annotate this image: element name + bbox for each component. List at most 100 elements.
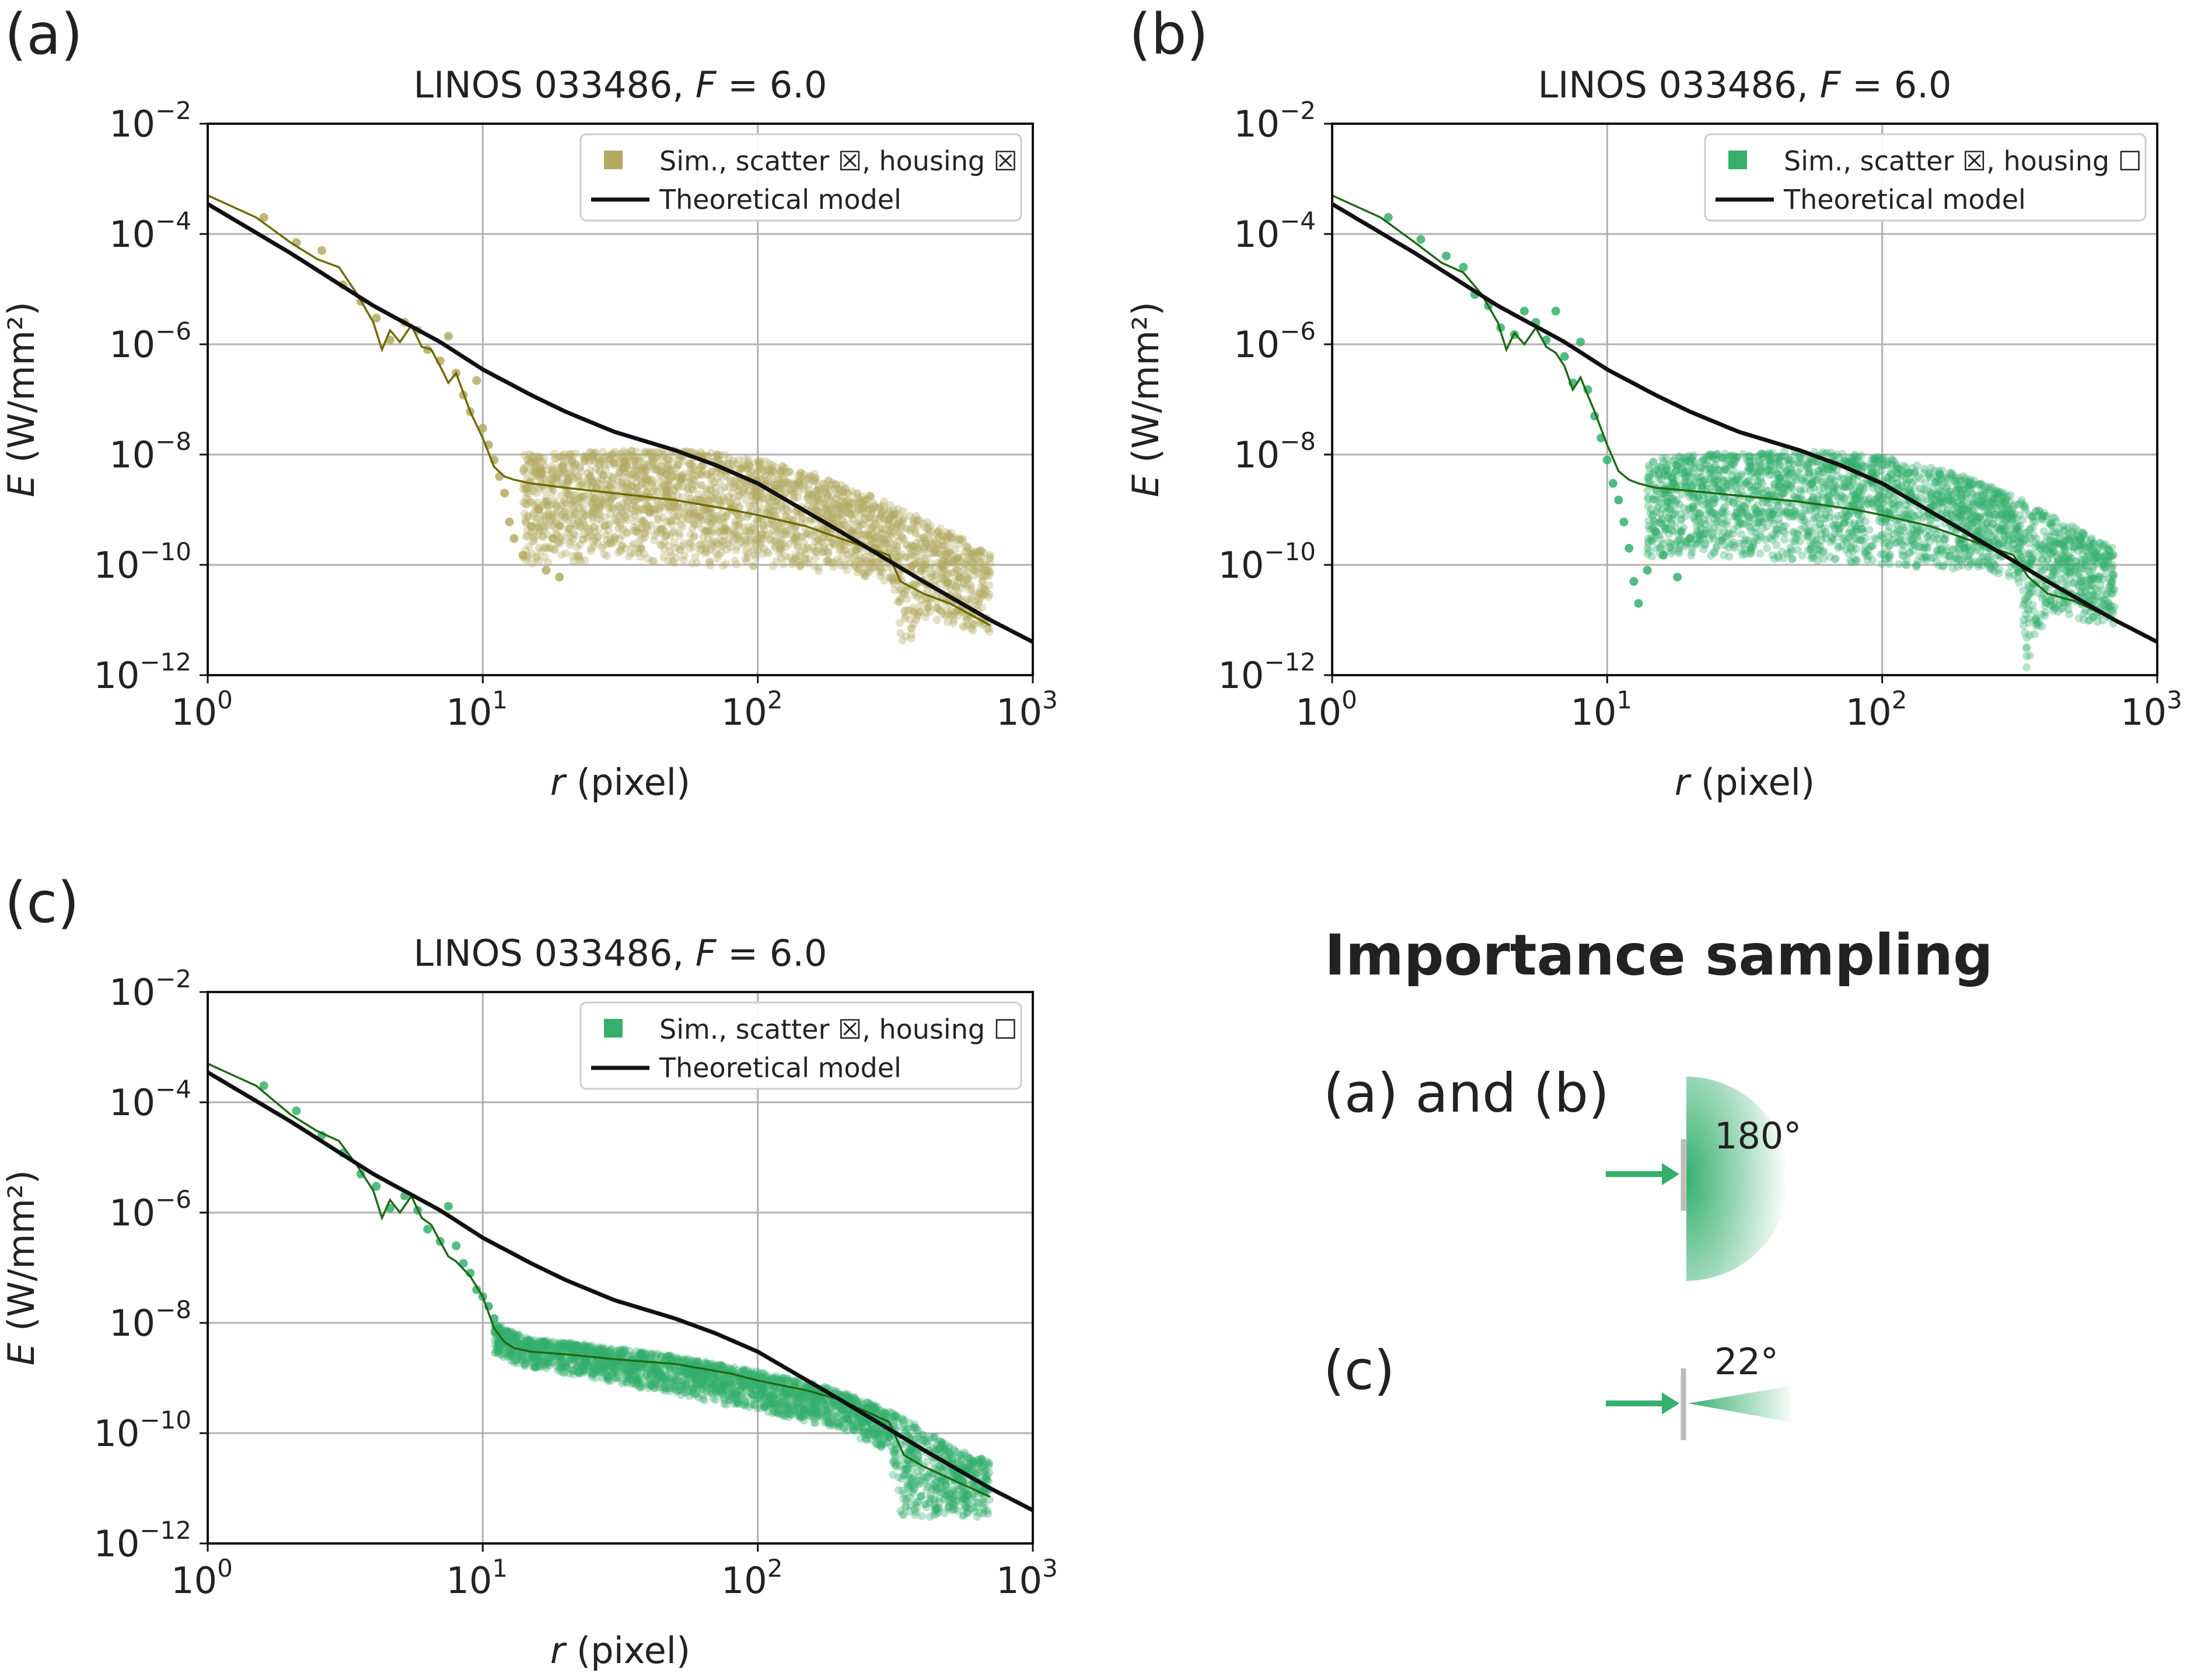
sim-point bbox=[909, 542, 918, 550]
sim-point bbox=[519, 466, 528, 474]
sim-point bbox=[811, 477, 820, 486]
sim-point bbox=[712, 474, 721, 483]
sim-point bbox=[924, 595, 933, 604]
sim-point bbox=[921, 536, 930, 545]
sim-point bbox=[792, 477, 801, 486]
sim-point bbox=[690, 532, 699, 540]
sim-point bbox=[589, 478, 598, 487]
sim-point bbox=[568, 452, 577, 461]
sim-point bbox=[733, 497, 742, 505]
sim-point bbox=[536, 468, 545, 477]
sim-point bbox=[824, 509, 833, 518]
sim-point bbox=[909, 619, 918, 628]
sim-point bbox=[813, 498, 822, 507]
sim-point bbox=[729, 530, 737, 539]
sim-point bbox=[633, 482, 641, 491]
sim-point bbox=[889, 577, 898, 585]
sim-point bbox=[606, 503, 614, 512]
sim-point bbox=[725, 459, 733, 467]
sim-point bbox=[976, 565, 984, 574]
sim-point bbox=[578, 481, 587, 489]
sim-point bbox=[876, 536, 885, 545]
sim-point bbox=[630, 469, 638, 478]
sim-point bbox=[519, 498, 528, 507]
sim-point bbox=[810, 490, 819, 499]
sim-point bbox=[868, 564, 876, 572]
sim-point bbox=[811, 474, 820, 483]
sim-point bbox=[889, 511, 898, 519]
sim-point bbox=[589, 451, 598, 460]
sim-point bbox=[774, 521, 783, 529]
sim-point bbox=[980, 558, 988, 567]
sim-point bbox=[616, 519, 625, 528]
sim-point bbox=[958, 535, 967, 543]
sim-point bbox=[703, 526, 712, 535]
sim-point bbox=[704, 452, 712, 460]
sim-point bbox=[843, 501, 852, 509]
sim-point bbox=[777, 546, 785, 555]
sim-point bbox=[860, 509, 869, 518]
sim-point bbox=[523, 532, 532, 540]
sim-point bbox=[530, 463, 539, 471]
sim-point bbox=[693, 512, 701, 521]
sim-point bbox=[525, 542, 533, 551]
sim-point bbox=[910, 520, 918, 529]
sim-point bbox=[664, 542, 673, 550]
tick-base: 10 bbox=[93, 654, 139, 697]
sim-point bbox=[876, 566, 885, 574]
sim-point bbox=[594, 532, 603, 540]
sim-point bbox=[805, 486, 813, 495]
sim-point bbox=[923, 530, 932, 539]
sim-point bbox=[667, 520, 676, 529]
sim-point bbox=[651, 509, 659, 518]
sim-point bbox=[677, 474, 686, 483]
sim-point bbox=[1643, 544, 1652, 553]
sim-point bbox=[930, 548, 938, 557]
sim-point bbox=[792, 537, 801, 546]
sim-point bbox=[830, 540, 839, 549]
sim-point bbox=[661, 484, 669, 493]
sim-point bbox=[663, 460, 672, 469]
sim-point bbox=[1774, 457, 1783, 466]
sim-point bbox=[558, 452, 567, 460]
sim-point bbox=[738, 461, 747, 470]
sim-point bbox=[869, 522, 878, 530]
sim-point bbox=[707, 467, 716, 476]
sim-point bbox=[977, 603, 986, 612]
sim-point bbox=[612, 509, 621, 518]
sim-point bbox=[763, 508, 771, 517]
sim-point bbox=[711, 514, 719, 523]
y-tick-label: 10−12 bbox=[93, 648, 191, 697]
sim-point bbox=[893, 520, 902, 529]
sim-point bbox=[976, 550, 984, 558]
sim-point bbox=[632, 462, 640, 471]
sim-point bbox=[812, 487, 820, 495]
sim-point bbox=[849, 528, 858, 537]
sim-point bbox=[916, 602, 924, 610]
sim-point bbox=[696, 512, 705, 521]
sim-point bbox=[880, 535, 889, 543]
sim-point bbox=[688, 484, 696, 493]
sim-point bbox=[614, 501, 623, 509]
sim-point bbox=[606, 538, 614, 547]
sim-point bbox=[803, 494, 812, 502]
sim-point bbox=[617, 509, 626, 518]
sim-point bbox=[899, 588, 908, 596]
sim-point bbox=[788, 479, 797, 488]
sim-point bbox=[570, 462, 579, 471]
sim-point bbox=[955, 534, 964, 543]
sim-point bbox=[768, 466, 777, 475]
sim-point bbox=[659, 502, 668, 511]
sim-point bbox=[547, 469, 556, 477]
sim-point bbox=[719, 541, 728, 550]
sim-point bbox=[1889, 530, 1898, 539]
sim-point bbox=[656, 540, 665, 549]
sim-point bbox=[980, 549, 988, 558]
sim-point bbox=[1752, 523, 1760, 532]
sim-point bbox=[717, 498, 725, 507]
sim-point bbox=[658, 466, 667, 474]
sim-point bbox=[565, 460, 573, 469]
sim-point bbox=[792, 529, 801, 538]
sim-point bbox=[583, 481, 592, 490]
x-tick-label: 103 bbox=[996, 686, 1058, 734]
